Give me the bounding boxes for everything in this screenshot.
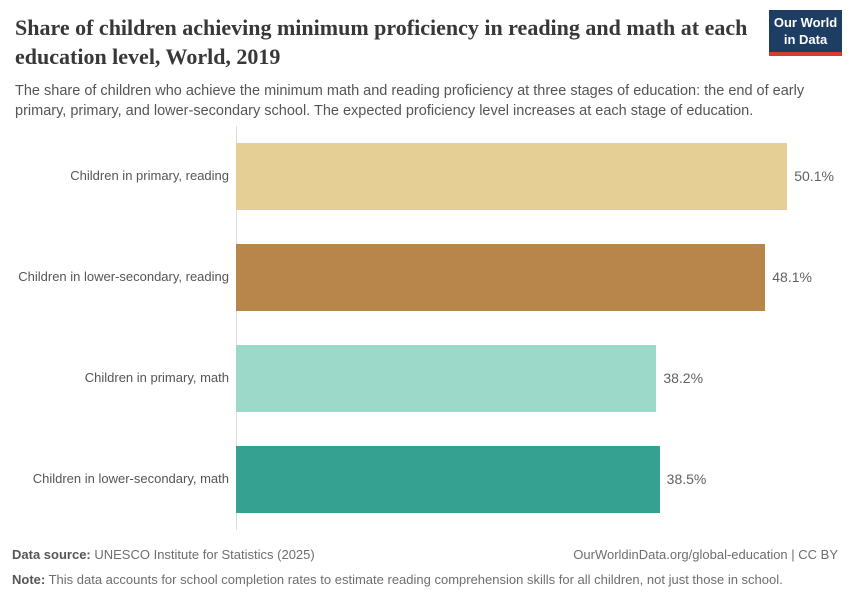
y-axis-line — [236, 125, 237, 530]
note-text: This data accounts for school completion… — [45, 571, 783, 587]
note-line: Note: This data accounts for school comp… — [12, 571, 838, 590]
logo-line-2: in Data — [783, 31, 828, 47]
owid-logo[interactable]: Our World in Data — [769, 10, 842, 57]
chart-row: Children in primary, reading 50.1% — [0, 126, 850, 227]
bar-value-label: 50.1% — [794, 168, 834, 185]
data-source-line: Data source: UNESCO Institute for Statis… — [12, 546, 315, 565]
chart-subtitle: The share of children who achieve the mi… — [15, 83, 805, 120]
chart-rows: Children in primary, reading 50.1% Child… — [0, 126, 850, 530]
citation-link[interactable]: OurWorldinData.org/global-education | CC… — [573, 546, 838, 562]
bar[interactable] — [236, 142, 788, 210]
bar-area: 38.2% — [236, 344, 850, 412]
chart-row: Children in lower-secondary, reading 48.… — [0, 227, 850, 328]
chart-row: Children in primary, math 38.2% — [0, 328, 850, 429]
bar-category-label: Children in lower-secondary, reading — [18, 269, 229, 285]
chart-header: Our World in Data Share of children achi… — [0, 10, 850, 122]
note-label: Note: — [12, 571, 46, 587]
bar-category-label: Children in primary, math — [84, 370, 229, 386]
data-source-text: UNESCO Institute for Statistics (2025) — [90, 546, 315, 562]
logo-line-1: Our World — [773, 15, 838, 30]
bar[interactable] — [236, 243, 766, 311]
page-title: Share of children achieving minimum prof… — [15, 15, 748, 70]
bar[interactable] — [236, 344, 657, 412]
data-source-label: Data source: — [12, 546, 91, 562]
bar-area: 48.1% — [236, 243, 850, 311]
bar-category-label: Children in lower-secondary, math — [32, 471, 229, 487]
bar-category-label: Children in primary, reading — [70, 168, 229, 184]
bar[interactable] — [236, 445, 660, 513]
bar-area: 50.1% — [236, 142, 850, 210]
bar-value-label: 48.1% — [772, 269, 812, 286]
bar-chart: Children in primary, reading 50.1% Child… — [0, 125, 850, 530]
bar-area: 38.5% — [236, 445, 850, 513]
bar-value-label: 38.5% — [666, 471, 707, 488]
chart-row: Children in lower-secondary, math 38.5% — [0, 429, 850, 530]
chart-footer: Data source: UNESCO Institute for Statis… — [0, 530, 850, 590]
bar-value-label: 38.2% — [663, 370, 704, 387]
